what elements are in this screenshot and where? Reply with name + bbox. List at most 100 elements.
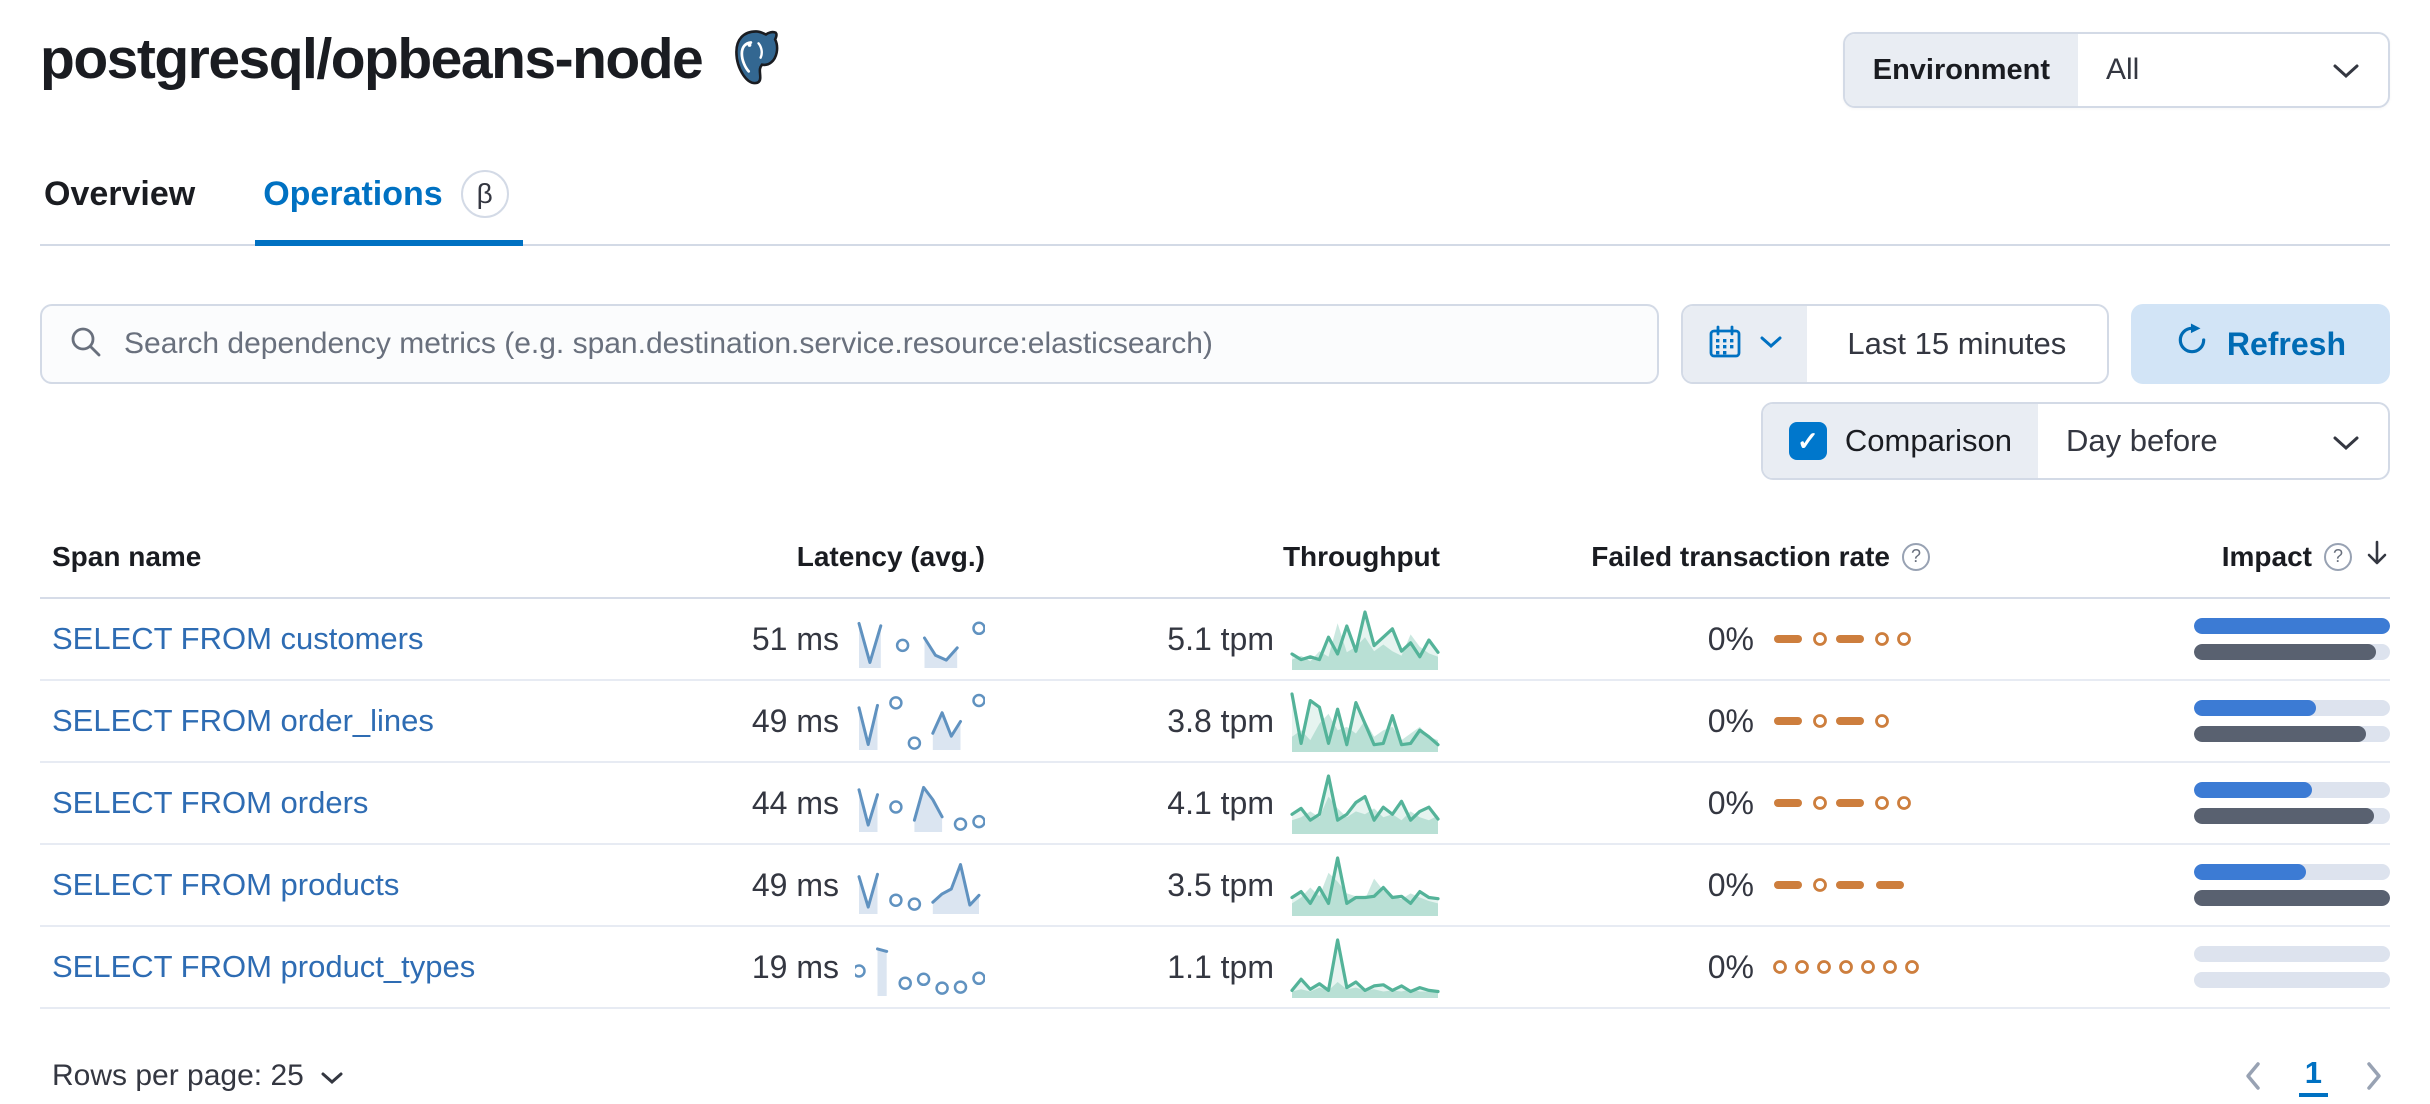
span-name-link[interactable]: SELECT FROM order_lines (52, 703, 434, 738)
failed-rate-value: 0% (1707, 702, 1754, 739)
refresh-icon (2175, 323, 2209, 365)
comparison-checkbox[interactable]: ✓ (1788, 422, 1827, 460)
span-name-link[interactable]: SELECT FROM product_types (52, 949, 476, 984)
impact-current-bar (2194, 700, 2316, 716)
toolbar: Last 15 minutes Refresh (40, 304, 2390, 384)
latency-sparkline (857, 863, 981, 914)
comparison-label: Comparison (1844, 423, 2012, 458)
failed-rate-sparkline (1774, 878, 1904, 892)
date-picker: Last 15 minutes (1680, 304, 2109, 384)
table-row: SELECT FROM product_types 19 ms 1.1 tpm … (40, 927, 2390, 1009)
impact-previous-track (2194, 726, 2390, 742)
sort-desc-icon (2364, 538, 2390, 575)
comparison-control: ✓ Comparison Day before (1760, 402, 2390, 480)
search-input[interactable] (124, 327, 1631, 361)
latency-sparkline (855, 947, 985, 996)
failed-rate-sparkline (1774, 714, 1889, 728)
table-row: SELECT FROM order_lines 49 ms 3.8 tpm 0% (40, 681, 2390, 763)
throughput-sparkline (1290, 692, 1440, 752)
pagination: 1 (2243, 1055, 2384, 1097)
comparison-select[interactable]: Day before (2038, 404, 2388, 478)
column-header-span-name: Span name (52, 540, 202, 572)
impact-bars (2194, 946, 2390, 988)
impact-previous-track (2194, 644, 2390, 660)
impact-bars (2194, 782, 2390, 824)
chevron-down-icon (320, 1059, 344, 1093)
column-header-failed-rate[interactable]: Failed transaction rate ? (1440, 541, 1930, 573)
comparison-value: Day before (2066, 423, 2218, 458)
operations-table: Span name Latency (avg.) Throughput Fail… (40, 538, 2390, 1009)
tab-overview-label: Overview (44, 174, 196, 213)
throughput-value: 5.1 tpm (1167, 620, 1274, 657)
failed-rate-value: 0% (1707, 620, 1754, 657)
date-picker-calendar-button[interactable] (1682, 306, 1807, 382)
page-title: postgresql/opbeans-node (40, 27, 704, 91)
environment-select[interactable]: Environment All (1842, 32, 2390, 108)
column-header-latency[interactable]: Latency (avg.) (796, 540, 985, 572)
throughput-sparkline (1290, 774, 1440, 834)
tab-overview[interactable]: Overview (44, 170, 195, 244)
next-page-button[interactable] (2364, 1060, 2384, 1092)
throughput-sparkline (1290, 610, 1440, 670)
throughput-value: 1.1 tpm (1167, 948, 1274, 985)
postgresql-logo-icon (728, 28, 784, 91)
latency-sparkline (857, 693, 985, 750)
failed-rate-value: 0% (1707, 866, 1754, 903)
help-icon: ? (2324, 542, 2352, 571)
tab-operations[interactable]: Operations β (255, 170, 524, 246)
time-range-button[interactable]: Last 15 minutes (1807, 306, 2107, 382)
previous-page-button[interactable] (2243, 1060, 2263, 1092)
impact-bars (2194, 700, 2390, 742)
impact-previous-bar (2194, 890, 2390, 906)
throughput-value: 3.8 tpm (1167, 702, 1274, 739)
latency-sparkline (857, 621, 985, 668)
table-row: SELECT FROM orders 44 ms 4.1 tpm 0% (40, 763, 2390, 845)
chevron-down-icon (1759, 335, 1783, 354)
span-name-link[interactable]: SELECT FROM orders (52, 785, 369, 820)
title-wrap: postgresql/opbeans-node (40, 26, 784, 92)
tab-operations-label: Operations (263, 174, 443, 213)
impact-previous-bar (2194, 644, 2377, 660)
impact-current-bar (2194, 618, 2390, 634)
page-number[interactable]: 1 (2298, 1055, 2328, 1097)
impact-previous-track (2194, 808, 2390, 824)
chevron-down-icon (2332, 423, 2360, 459)
chevron-down-icon (2332, 53, 2360, 87)
impact-previous-track (2194, 972, 2390, 988)
page-header: postgresql/opbeans-node Environment All (40, 26, 2390, 108)
latency-value: 51 ms (751, 620, 839, 657)
latency-value: 49 ms (751, 866, 839, 903)
refresh-label: Refresh (2226, 325, 2346, 362)
latency-value: 19 ms (751, 948, 839, 985)
impact-current-track (2194, 618, 2390, 634)
refresh-button[interactable]: Refresh (2130, 304, 2390, 384)
table-row: SELECT FROM customers 51 ms 5.1 tpm 0% (40, 599, 2390, 681)
throughput-sparkline (1290, 856, 1440, 916)
impact-current-track (2194, 864, 2390, 880)
beta-badge: β (460, 170, 509, 218)
rows-per-page-button[interactable]: Rows per page: 25 (52, 1059, 344, 1093)
latency-value: 44 ms (751, 784, 839, 821)
impact-previous-track (2194, 890, 2390, 906)
impact-current-bar (2194, 782, 2312, 798)
span-name-link[interactable]: SELECT FROM customers (52, 621, 424, 656)
table-body: SELECT FROM customers 51 ms 5.1 tpm 0% S… (40, 599, 2390, 1009)
failed-rate-sparkline (1774, 796, 1911, 810)
environment-label: Environment (1844, 34, 2078, 106)
impact-current-track (2194, 946, 2390, 962)
table-footer: Rows per page: 25 1 (40, 1055, 2390, 1104)
failed-rate-value: 0% (1707, 784, 1754, 821)
impact-bars (2194, 864, 2390, 906)
impact-previous-bar (2194, 808, 2375, 824)
comparison-row: ✓ Comparison Day before (40, 402, 2390, 480)
time-range-value: Last 15 minutes (1847, 326, 2067, 361)
column-header-throughput[interactable]: Throughput (1282, 540, 1440, 572)
latency-value: 49 ms (751, 702, 839, 739)
impact-current-track (2194, 782, 2390, 798)
throughput-value: 4.1 tpm (1167, 784, 1274, 821)
column-header-impact[interactable]: Impact ? (1930, 538, 2390, 575)
throughput-sparkline (1290, 938, 1440, 998)
environment-value: All (2106, 53, 2140, 86)
span-name-link[interactable]: SELECT FROM products (52, 867, 400, 902)
search-icon (68, 324, 104, 365)
